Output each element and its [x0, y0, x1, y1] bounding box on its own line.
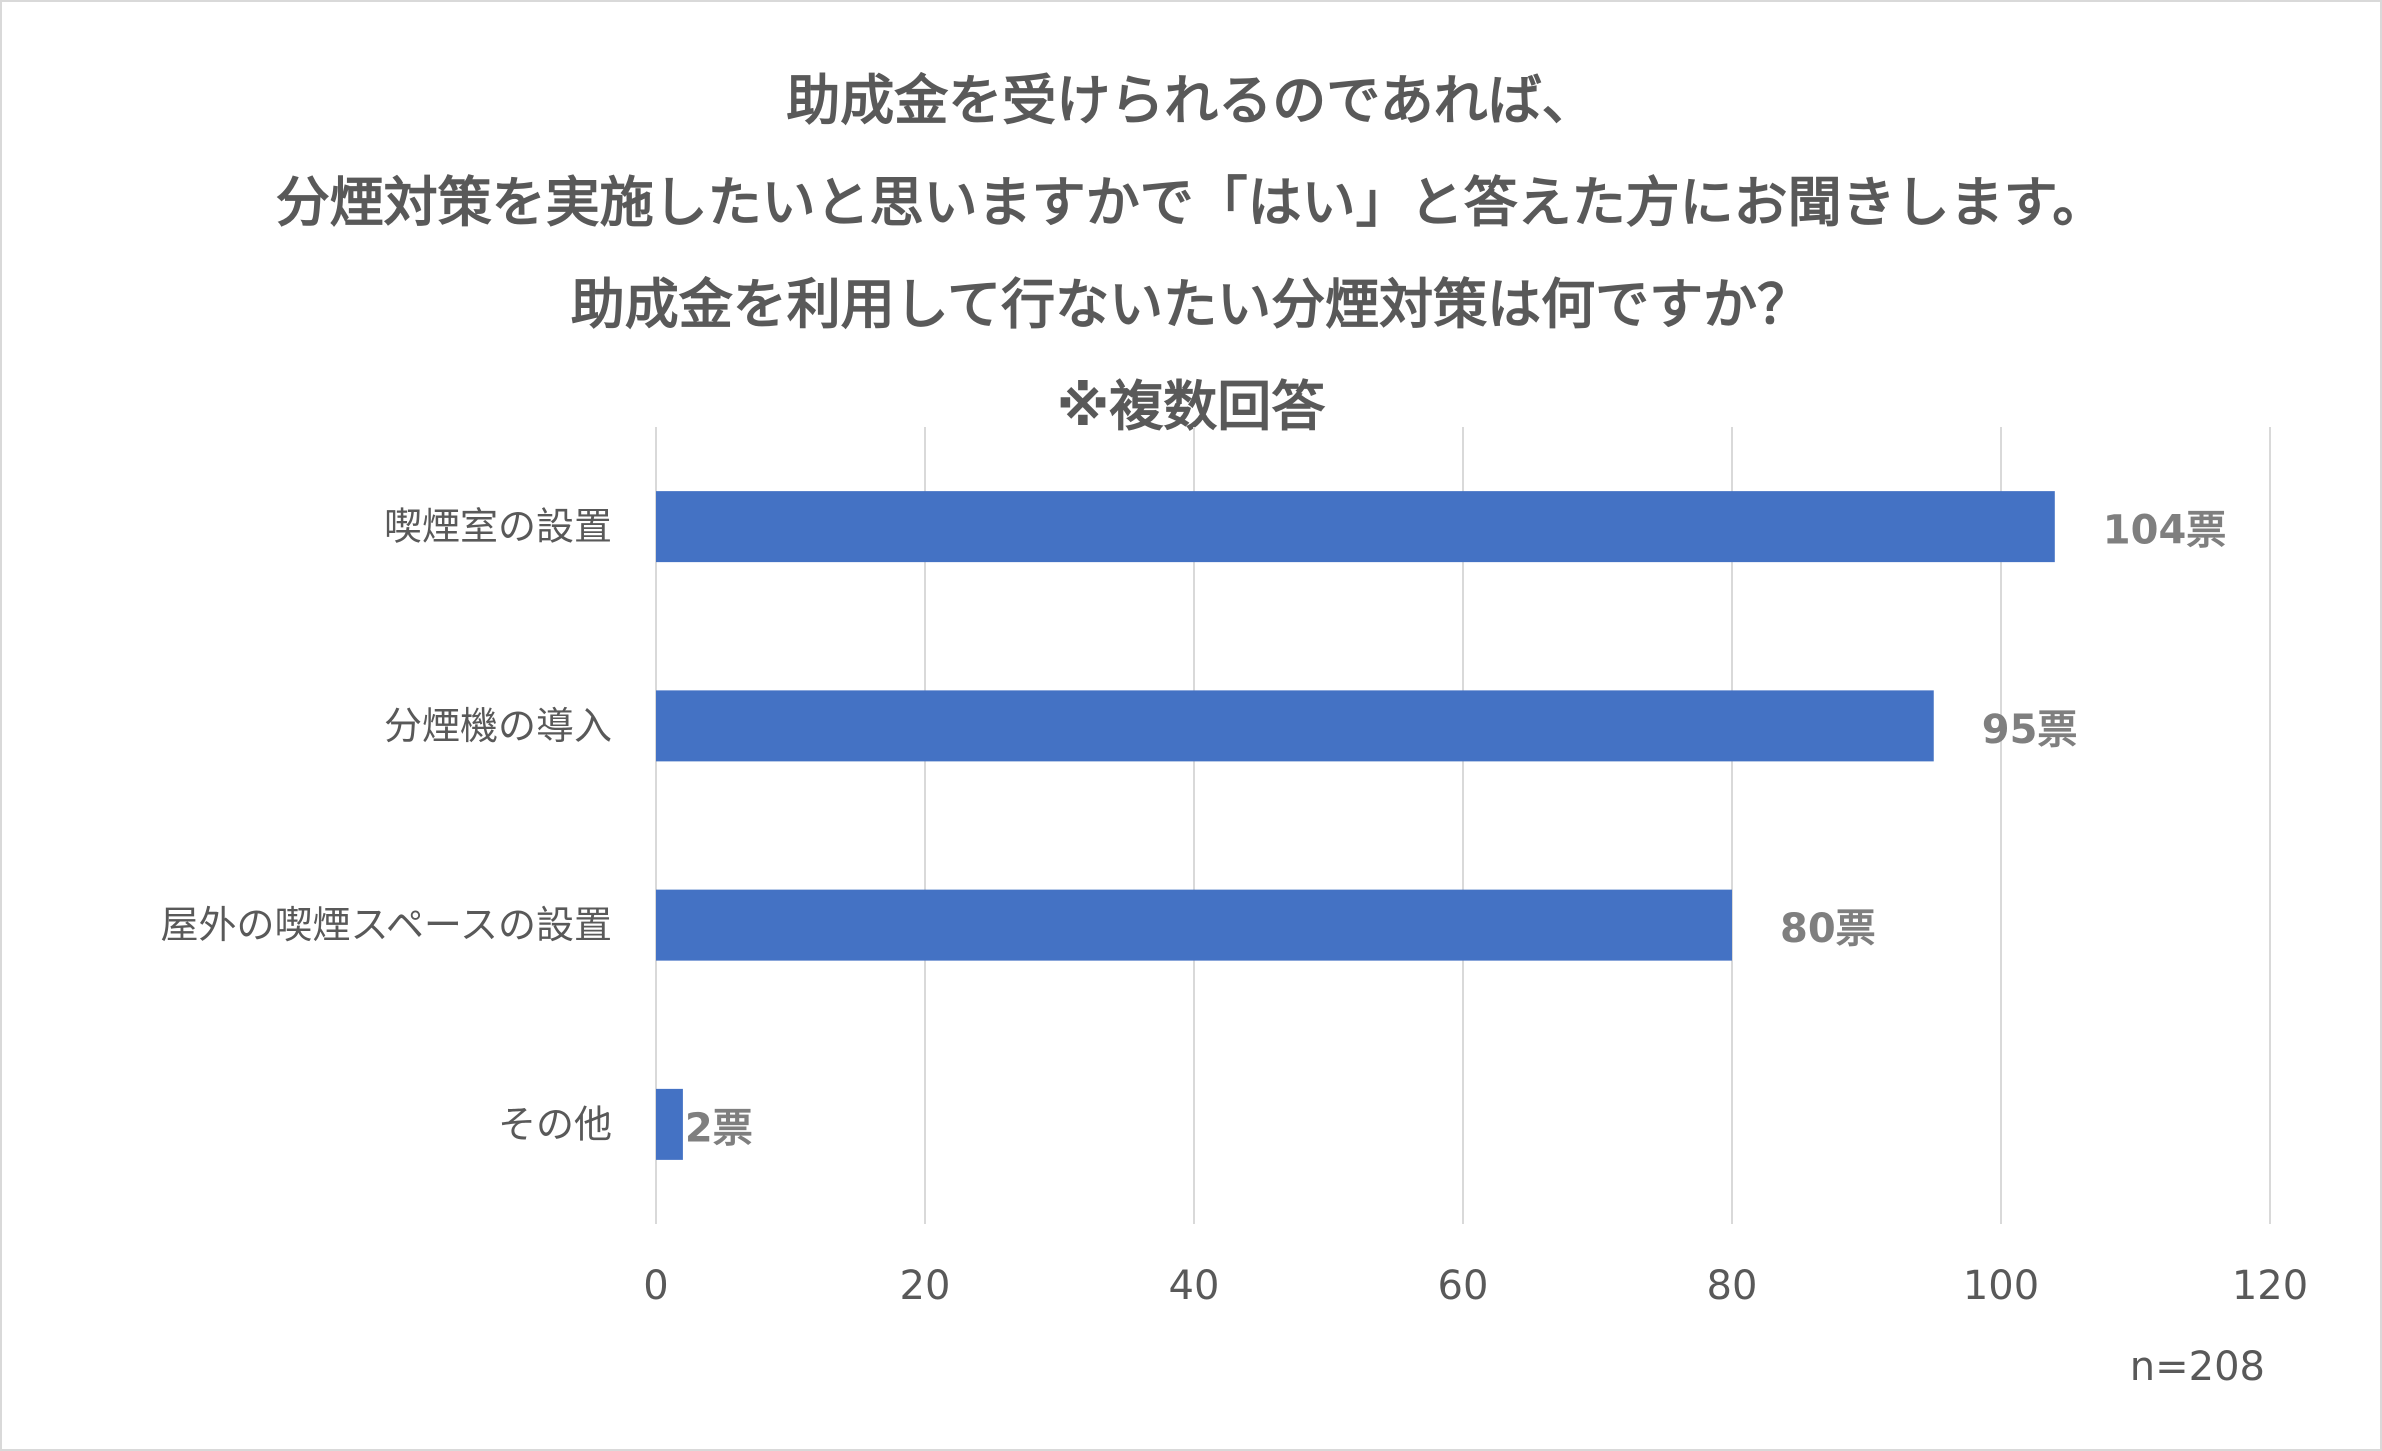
bar-2: [656, 690, 1934, 762]
x-tick-label: 0: [643, 1263, 668, 1309]
x-tick-label: 100: [1963, 1263, 2039, 1309]
data-label: 95票: [1982, 707, 2078, 753]
data-label: 80票: [1780, 906, 1876, 952]
bar-3: [656, 889, 1732, 961]
x-tick-label: 60: [1438, 1263, 1489, 1309]
title-line-4: ※複数回答: [1056, 375, 1326, 438]
x-tick-label: 20: [900, 1263, 951, 1309]
title-line-1: 助成金を受けられるのであれば、: [786, 69, 1596, 132]
data-label: 2票: [685, 1105, 753, 1151]
x-tick-label: 120: [2232, 1263, 2308, 1309]
data-label: 104票: [2103, 508, 2227, 554]
category-label: 分煙機の導入: [384, 704, 612, 748]
bar-1: [656, 491, 2055, 563]
chart-title: 助成金を受けられるのであれば、 分煙対策を実施したいと思いますかで「はい」と答え…: [2, 50, 2380, 458]
x-tick-label: 80: [1707, 1263, 1758, 1309]
sample-size-note: n=208: [2129, 1344, 2265, 1390]
title-line-3: 助成金を利用して行ないたい分煙対策は何ですか？: [570, 273, 1812, 336]
title-line-2: 分煙対策を実施したいと思いますかで「はい」と答えた方にお聞きします。: [275, 171, 2107, 234]
bar-4: [656, 1088, 683, 1160]
category-label: その他: [498, 1102, 612, 1146]
category-label: 屋外の喫煙スペースの設置: [161, 903, 612, 947]
category-label: 喫煙室の設置: [384, 505, 612, 549]
x-tick-label: 40: [1169, 1263, 1220, 1309]
